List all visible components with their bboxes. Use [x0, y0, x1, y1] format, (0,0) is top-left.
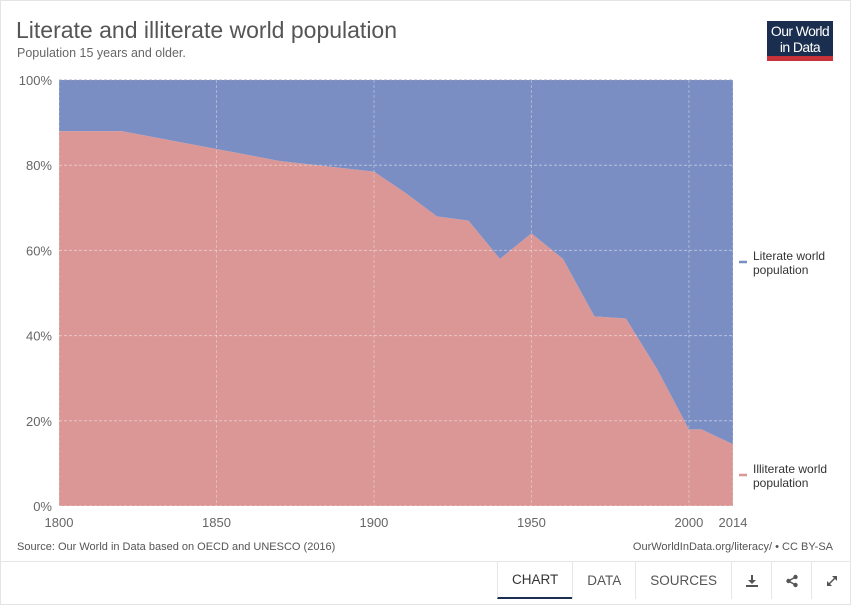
- license-link[interactable]: OurWorldInData.org/literacy/ • CC BY-SA: [632, 541, 833, 553]
- y-tick-label: 0%: [33, 499, 52, 514]
- area-series-literate: [59, 80, 733, 445]
- x-tick-label: 1900: [359, 515, 388, 530]
- y-tick-label: 100%: [19, 73, 53, 88]
- legend-label-literate: Literate world: [753, 249, 825, 263]
- legend-label-illiterate: population: [753, 476, 808, 490]
- x-tick-label: 2000: [674, 515, 703, 530]
- share-button[interactable]: [771, 562, 811, 599]
- source-note: Source: Our World in Data based on OECD …: [17, 541, 336, 553]
- x-tick-label: 1850: [202, 515, 231, 530]
- tab-data[interactable]: DATA: [572, 562, 635, 599]
- logo-accent-bar: [767, 56, 833, 61]
- x-tick-label: 2014: [719, 515, 748, 530]
- owid-logo[interactable]: Our World in Data: [767, 21, 833, 61]
- tab-sources[interactable]: SOURCES: [635, 562, 731, 599]
- y-tick-label: 80%: [26, 158, 52, 173]
- x-tick-label: 1800: [45, 515, 74, 530]
- share-icon: [785, 574, 798, 587]
- expand-button[interactable]: [811, 562, 851, 599]
- stacked-area-chart: 0% 20% 40% 60% 80% 100% 1800 1850 1900 1950 2000 20…: [19, 73, 827, 530]
- x-tick-label: 1950: [517, 515, 546, 530]
- tab-chart[interactable]: CHART: [497, 562, 573, 599]
- download-button[interactable]: [731, 562, 771, 599]
- chart-subtitle: Population 15 years and older.: [17, 46, 186, 60]
- chart-tabs: CHART DATA SOURCES: [497, 562, 851, 599]
- y-tick-label: 40%: [26, 329, 52, 344]
- logo-line-1: Our World: [770, 23, 830, 39]
- legend-label-literate: population: [753, 263, 808, 277]
- download-icon: [745, 574, 758, 587]
- chart-title: Literate and illiterate world population: [16, 17, 398, 43]
- y-tick-label: 20%: [26, 414, 52, 429]
- area-series-illiterate: [59, 131, 733, 506]
- expand-icon: [826, 575, 837, 586]
- logo-line-2: in Data: [779, 39, 821, 55]
- legend-label-illiterate: Illiterate world: [753, 462, 827, 476]
- footer-divider: [1, 561, 850, 562]
- y-tick-label: 60%: [26, 243, 52, 258]
